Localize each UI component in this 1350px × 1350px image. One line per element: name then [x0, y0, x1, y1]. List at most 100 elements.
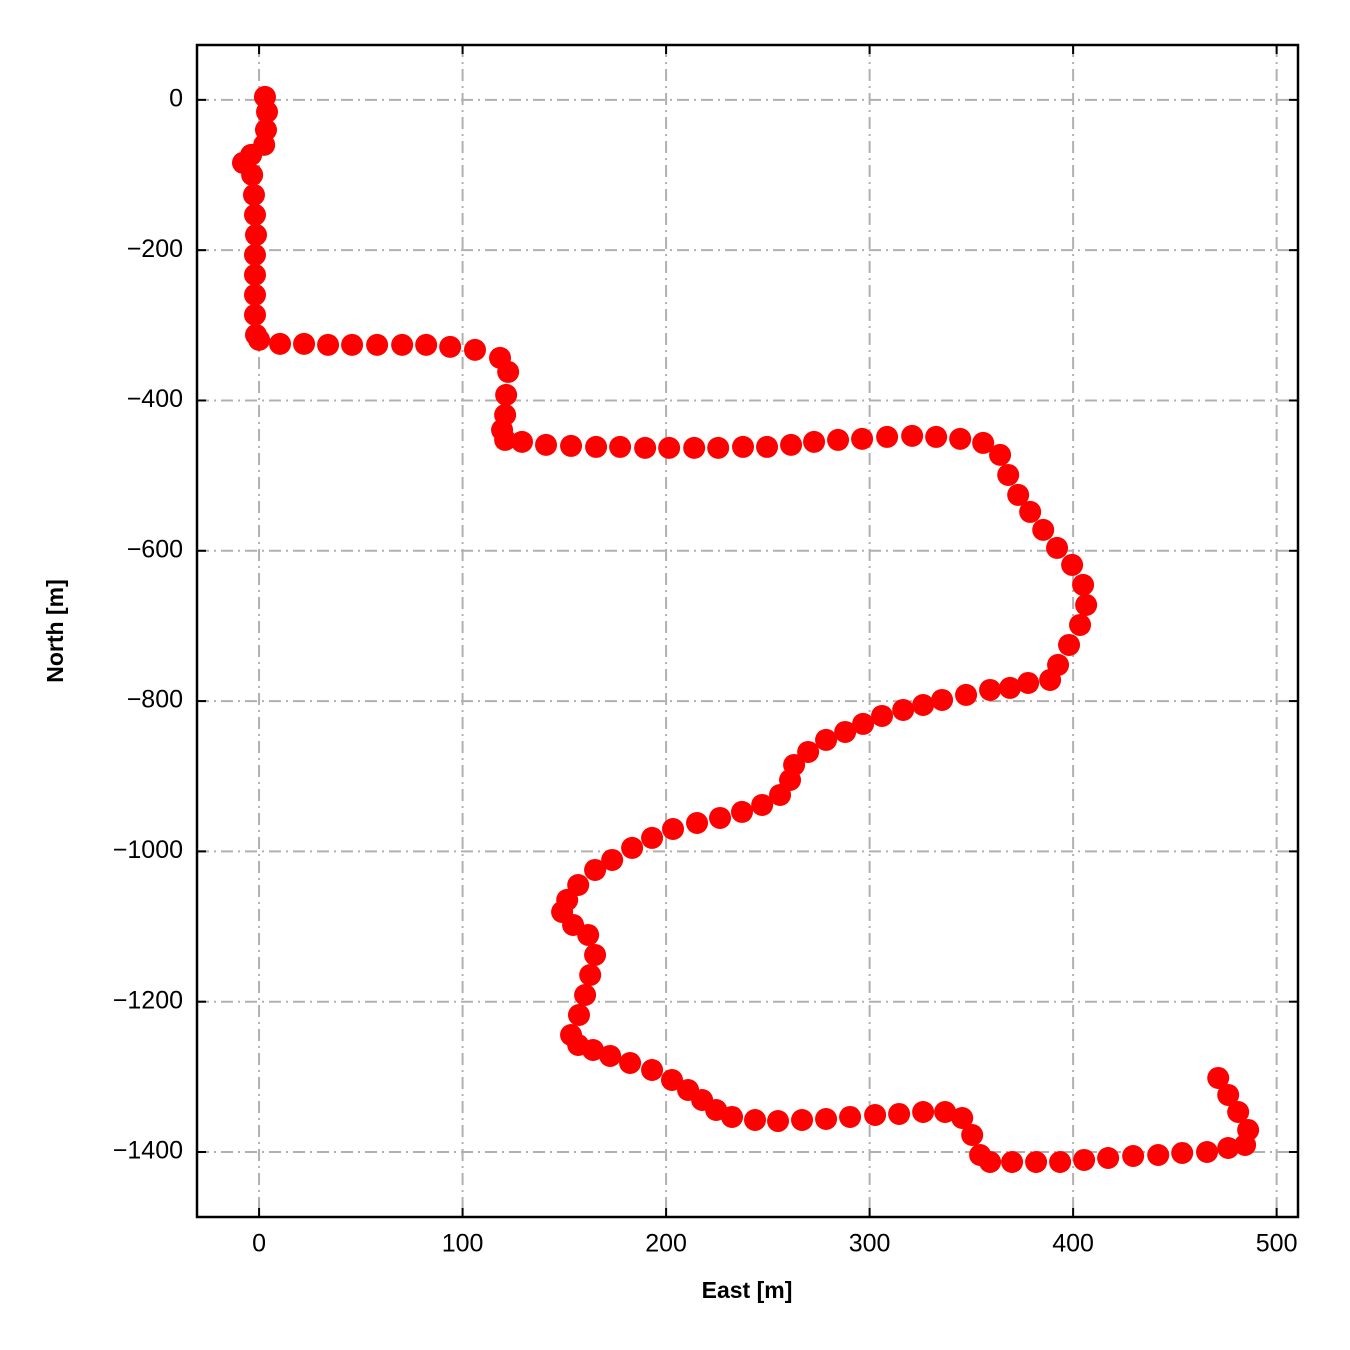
- point: [1032, 518, 1055, 541]
- point: [852, 712, 875, 735]
- point: [269, 332, 292, 355]
- point: [834, 720, 857, 743]
- point: [979, 1150, 1002, 1173]
- point: [1207, 1066, 1230, 1089]
- point: [256, 100, 279, 123]
- point: [497, 360, 520, 383]
- point: [511, 430, 534, 453]
- point: [244, 283, 267, 306]
- point: [864, 1104, 887, 1127]
- point: [1196, 1140, 1219, 1163]
- point: [582, 1039, 605, 1062]
- point: [634, 436, 657, 459]
- point: [601, 848, 624, 871]
- x-tick-label: 0: [252, 1230, 266, 1258]
- point: [317, 333, 340, 356]
- point: [997, 463, 1020, 486]
- x-tick-label: 400: [1052, 1230, 1094, 1258]
- point: [1171, 1141, 1194, 1164]
- point: [341, 333, 364, 356]
- y-tick-label: −800: [127, 686, 183, 714]
- point: [827, 428, 850, 451]
- point: [931, 688, 954, 711]
- point: [641, 1059, 664, 1082]
- point: [658, 436, 681, 459]
- point: [709, 806, 732, 829]
- y-tick-label: −1000: [113, 836, 183, 864]
- point: [1217, 1137, 1240, 1160]
- point: [1001, 1150, 1024, 1173]
- point: [662, 817, 685, 840]
- point: [892, 698, 915, 721]
- point: [961, 1124, 984, 1147]
- point: [732, 435, 755, 458]
- point: [1019, 500, 1042, 523]
- y-axis-title: North [m]: [42, 579, 68, 682]
- point: [1227, 1101, 1250, 1124]
- point: [415, 333, 438, 356]
- point: [951, 1107, 974, 1130]
- point: [574, 984, 597, 1007]
- y-tick-label: −400: [127, 385, 183, 413]
- point: [721, 1105, 744, 1128]
- point: [901, 424, 924, 447]
- point: [912, 1101, 935, 1124]
- point: [972, 431, 995, 454]
- point: [791, 1108, 814, 1131]
- point: [241, 163, 264, 186]
- point: [989, 443, 1012, 466]
- point: [244, 203, 267, 226]
- point: [888, 1102, 911, 1125]
- point: [439, 335, 462, 358]
- point: [293, 332, 316, 355]
- point: [1072, 573, 1095, 596]
- plot-frame: [195, 43, 1300, 1219]
- point: [584, 943, 607, 966]
- point: [683, 436, 706, 459]
- x-axis-title: East [m]: [702, 1277, 793, 1303]
- point: [934, 1101, 957, 1124]
- point: [871, 704, 894, 727]
- point: [1073, 1148, 1096, 1171]
- point: [1122, 1144, 1145, 1167]
- y-tick-label: −1400: [113, 1137, 183, 1165]
- point: [815, 1108, 838, 1131]
- point: [242, 183, 265, 206]
- point: [579, 964, 602, 987]
- point: [769, 783, 792, 806]
- point: [391, 333, 414, 356]
- x-tick-label: 200: [645, 1230, 687, 1258]
- point: [660, 1068, 683, 1091]
- point: [1007, 483, 1030, 506]
- x-tick-label: 300: [849, 1230, 891, 1258]
- point: [577, 923, 600, 946]
- point: [1075, 593, 1098, 616]
- point: [686, 811, 709, 834]
- point: [560, 434, 583, 457]
- point: [949, 427, 972, 450]
- point: [244, 303, 267, 326]
- point: [463, 338, 486, 361]
- point: [767, 1110, 790, 1133]
- point: [731, 800, 754, 823]
- point: [494, 428, 517, 451]
- point: [248, 328, 271, 351]
- point: [244, 243, 267, 266]
- point: [979, 678, 1002, 701]
- point: [955, 683, 978, 706]
- point: [707, 436, 730, 459]
- point: [244, 263, 267, 286]
- y-tick-label: −600: [127, 535, 183, 563]
- point: [567, 1003, 590, 1026]
- point: [815, 728, 838, 751]
- y-tick-label: −1200: [113, 986, 183, 1014]
- point: [797, 740, 820, 763]
- point: [751, 793, 774, 816]
- point: [1039, 668, 1062, 691]
- point: [1069, 613, 1092, 636]
- point: [1217, 1083, 1240, 1106]
- point: [1049, 1150, 1072, 1173]
- y-tick-label: 0: [169, 84, 183, 112]
- point: [1237, 1118, 1260, 1141]
